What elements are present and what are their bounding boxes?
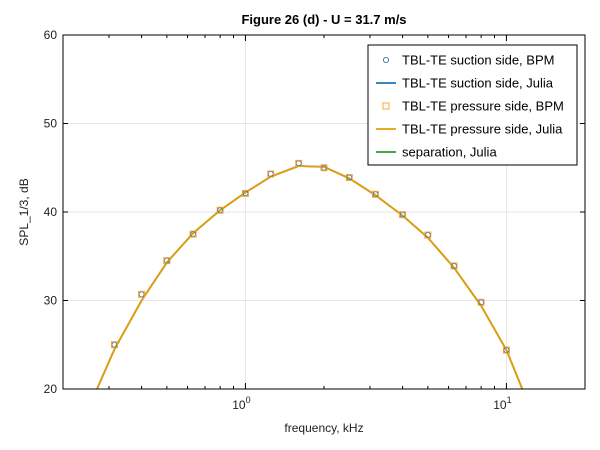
x-tick-exponent: 1 [507, 395, 512, 405]
data-point-square [502, 346, 510, 354]
data-point-square [320, 164, 328, 172]
data-point-square [399, 211, 407, 219]
x-tick-base: 10 [232, 398, 246, 412]
x-tick-label: 101 [493, 395, 511, 412]
data-point-square [189, 230, 197, 238]
series-3 [96, 165, 524, 389]
y-tick-label: 40 [44, 205, 58, 219]
legend-label: separation, Julia [402, 145, 497, 160]
legend-box [367, 44, 578, 166]
legend-label: TBL-TE suction side, Julia [402, 76, 554, 91]
series-line [96, 165, 524, 389]
x-axis-label: frequency, kHz [284, 421, 363, 435]
y-tick-label: 20 [44, 382, 58, 396]
legend-label: TBL-TE pressure side, BPM [402, 99, 564, 114]
x-tick-label: 100 [232, 395, 250, 412]
x-tick-exponent: 0 [246, 395, 251, 405]
data-point-square [241, 189, 249, 197]
data-point-square [138, 290, 146, 298]
legend-label: TBL-TE suction side, BPM [402, 53, 554, 68]
data-point-square [163, 257, 171, 265]
legend: TBL-TE suction side, BPM TBL-TE suction s… [367, 44, 578, 166]
data-point-square [295, 159, 303, 167]
data-point-square [477, 298, 485, 306]
y-axis-label: SPL_1/3, dB [17, 178, 31, 245]
y-tick-label: 60 [44, 28, 58, 42]
legend-swatch-square [382, 102, 390, 110]
x-tick-base: 10 [493, 398, 507, 412]
series-1 [96, 165, 524, 389]
plot-data [96, 159, 524, 389]
series-line [96, 165, 524, 389]
data-point-square [267, 170, 275, 178]
legend-swatch-circle [382, 56, 390, 64]
y-tick-label: 50 [44, 117, 58, 131]
chart-title: Figure 26 (d) - U = 31.7 m/s [241, 12, 406, 27]
legend-label: TBL-TE pressure side, Julia [402, 122, 563, 137]
data-point-square [216, 206, 224, 214]
data-point-square [111, 341, 118, 349]
data-point-square [372, 190, 379, 198]
y-tick-label: 30 [44, 294, 58, 308]
data-point-square [424, 231, 432, 239]
data-point-square [345, 174, 353, 181]
data-point-circle [138, 291, 145, 298]
data-point-square [450, 262, 458, 270]
